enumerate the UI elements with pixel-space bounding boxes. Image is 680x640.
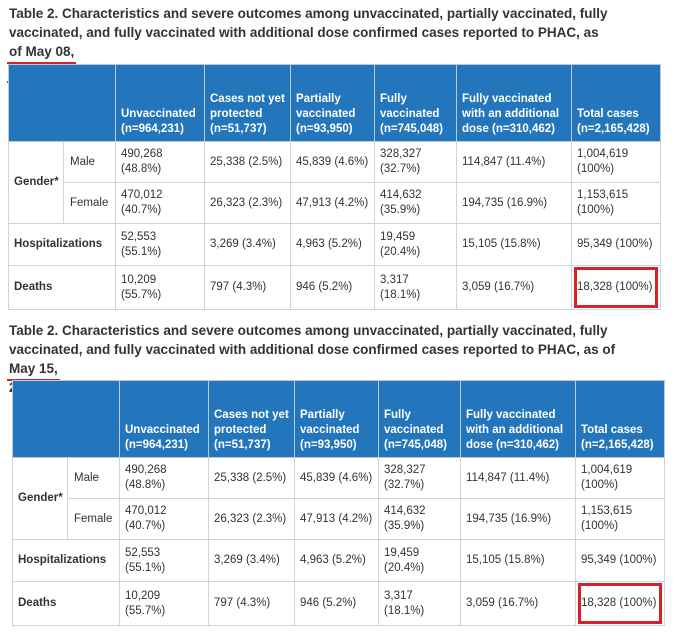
table-row-female: Female 470,012 (40.7%) 26,323 (2.3%) 47,… <box>13 498 665 540</box>
table-cell: 470,012 (40.7%) <box>115 182 205 224</box>
table-cell: 52,553 (55.1%) <box>115 223 205 266</box>
table-row-male: Gender* Male 490,268 (48.8%) 25,338 (2.5… <box>12 457 665 540</box>
header-fully-vaccinated: Fully vaccinated (n=745,048) <box>378 380 461 458</box>
deaths-total-highlighted-cell: 18,328 (100%) <box>571 265 661 310</box>
row-label-female: Female <box>67 498 120 540</box>
caption-text: Table 2. Characteristics and severe outc… <box>9 323 616 357</box>
table-cell: 52,553 (55.1%) <box>119 539 209 582</box>
table-row-deaths: Deaths 10,209 (55.7%) 797 (4.3%) 946 (5.… <box>12 581 665 626</box>
table-cell: 25,338 (2.5%) <box>204 141 291 183</box>
table-row-deaths: Deaths 10,209 (55.7%) 797 (4.3%) 946 (5.… <box>8 265 661 310</box>
header-unvaccinated: Unvaccinated (n=964,231) <box>115 64 205 142</box>
table-cell: 45,839 (4.6%) <box>290 141 375 183</box>
table-cell: 797 (4.3%) <box>204 265 291 310</box>
table-cell: 328,327 (32.7%) <box>378 457 461 499</box>
table-row-hospitalizations: Hospitalizations 52,553 (55.1%) 3,269 (3… <box>12 539 665 582</box>
header-not-yet-protected: Cases not yet protected (n=51,737) <box>208 380 295 458</box>
row-label-deaths: Deaths <box>8 265 116 310</box>
table-caption-2: Table 2. Characteristics and severe outc… <box>7 321 649 397</box>
header-corner <box>8 64 116 142</box>
deaths-total-highlighted-cell: 18,328 (100%) <box>575 581 665 626</box>
highlight-box <box>574 267 658 308</box>
caption-date-highlight: May 15, <box>7 361 60 381</box>
table-cell: 19,459 (20.4%) <box>378 539 461 582</box>
table-cell: 4,963 (5.2%) <box>294 539 379 582</box>
outcomes-table-1: Unvaccinated (n=964,231) Cases not yet p… <box>8 64 661 310</box>
table-cell: 3,317 (18.1%) <box>378 581 461 626</box>
deaths-total-value: 18,328 (100%) <box>577 281 653 293</box>
table-cell: 114,847 (11.4%) <box>460 457 576 499</box>
header-total-cases: Total cases (n=2,165,428) <box>575 380 665 458</box>
row-label-male: Male <box>67 457 120 499</box>
table-cell: 10,209 (55.7%) <box>115 265 205 310</box>
table-cell: 414,632 (35.9%) <box>378 498 461 540</box>
header-not-yet-protected: Cases not yet protected (n=51,737) <box>204 64 291 142</box>
header-corner <box>12 380 120 458</box>
header-additional-dose: Fully vaccinated with an additional dose… <box>460 380 576 458</box>
table-cell: 95,349 (100%) <box>575 539 665 582</box>
table-cell: 3,269 (3.4%) <box>208 539 295 582</box>
table-cell: 45,839 (4.6%) <box>294 457 379 499</box>
table-caption-1: Table 2. Characteristics and severe outc… <box>6 4 649 83</box>
table-header-row: Unvaccinated (n=964,231) Cases not yet p… <box>8 64 661 142</box>
table-cell: 15,105 (15.8%) <box>456 223 572 266</box>
header-total-cases: Total cases (n=2,165,428) <box>571 64 661 142</box>
table-cell: 1,004,619 (100%) <box>575 457 665 499</box>
header-partially-vaccinated: Partially vaccinated (n=93,950) <box>294 380 379 458</box>
table-cell: 1,153,615 (100%) <box>571 182 661 224</box>
deaths-total-value: 18,328 (100%) <box>581 597 657 609</box>
table-cell: 470,012 (40.7%) <box>119 498 209 540</box>
table-cell: 15,105 (15.8%) <box>460 539 576 582</box>
table-cell: 3,059 (16.7%) <box>456 265 572 310</box>
table-cell: 3,317 (18.1%) <box>374 265 457 310</box>
gender-label: Gender* <box>8 141 64 224</box>
table-cell: 194,735 (16.9%) <box>460 498 576 540</box>
outcomes-table-2: Unvaccinated (n=964,231) Cases not yet p… <box>12 380 665 626</box>
table-cell: 26,323 (2.3%) <box>204 182 291 224</box>
table-cell: 946 (5.2%) <box>294 581 379 626</box>
table-cell: 3,059 (16.7%) <box>460 581 576 626</box>
table-cell: 414,632 (35.9%) <box>374 182 457 224</box>
table-cell: 1,153,615 (100%) <box>575 498 665 540</box>
caption-text: Table 2. Characteristics and severe outc… <box>9 6 608 40</box>
highlight-box <box>578 583 662 624</box>
table-row-hospitalizations: Hospitalizations 52,553 (55.1%) 3,269 (3… <box>8 223 661 266</box>
table-cell: 4,963 (5.2%) <box>290 223 375 266</box>
table-cell: 47,913 (4.2%) <box>290 182 375 224</box>
header-fully-vaccinated: Fully vaccinated (n=745,048) <box>374 64 457 142</box>
table-cell: 490,268 (48.8%) <box>115 141 205 183</box>
table-cell: 10,209 (55.7%) <box>119 581 209 626</box>
table-cell: 1,004,619 (100%) <box>571 141 661 183</box>
row-label-hospitalizations: Hospitalizations <box>12 539 120 582</box>
row-label-deaths: Deaths <box>12 581 120 626</box>
table-cell: 194,735 (16.9%) <box>456 182 572 224</box>
table-cell: 114,847 (11.4%) <box>456 141 572 183</box>
header-unvaccinated: Unvaccinated (n=964,231) <box>119 380 209 458</box>
row-label-male: Male <box>63 141 116 183</box>
table-cell: 25,338 (2.5%) <box>208 457 295 499</box>
gender-label: Gender* <box>12 457 68 540</box>
table-cell: 490,268 (48.8%) <box>119 457 209 499</box>
table-cell: 19,459 (20.4%) <box>374 223 457 266</box>
table-cell: 47,913 (4.2%) <box>294 498 379 540</box>
table-cell: 946 (5.2%) <box>290 265 375 310</box>
table-row-female: Female 470,012 (40.7%) 26,323 (2.3%) 47,… <box>9 182 661 224</box>
header-partially-vaccinated: Partially vaccinated (n=93,950) <box>290 64 375 142</box>
table-cell: 95,349 (100%) <box>571 223 661 266</box>
table-cell: 328,327 (32.7%) <box>374 141 457 183</box>
table-cell: 3,269 (3.4%) <box>204 223 291 266</box>
row-label-female: Female <box>63 182 116 224</box>
table-row-male: Gender* Male 490,268 (48.8%) 25,338 (2.5… <box>8 141 661 224</box>
table-cell: 797 (4.3%) <box>208 581 295 626</box>
caption-date-highlight: of May 08, <box>6 44 77 64</box>
table-cell: 26,323 (2.3%) <box>208 498 295 540</box>
row-label-hospitalizations: Hospitalizations <box>8 223 116 266</box>
header-additional-dose: Fully vaccinated with an additional dose… <box>456 64 572 142</box>
table-header-row: Unvaccinated (n=964,231) Cases not yet p… <box>12 380 665 458</box>
